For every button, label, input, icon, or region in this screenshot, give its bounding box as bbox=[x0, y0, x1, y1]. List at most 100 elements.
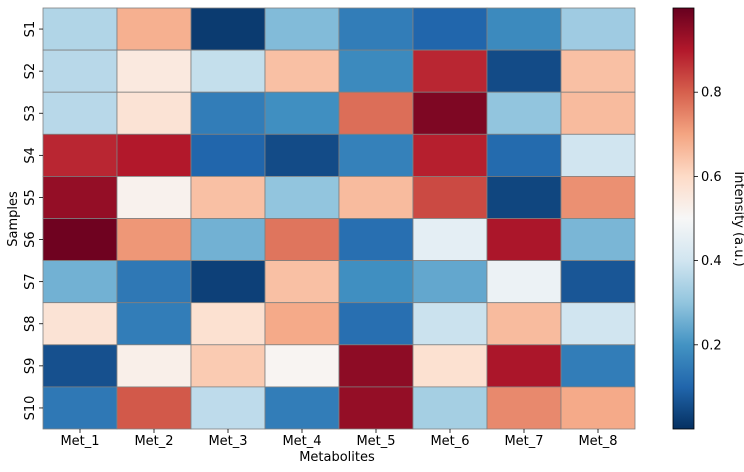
heatmap-cell-S4-Met_3 bbox=[190, 133, 266, 177]
heatmap-cell-S8-Met_5 bbox=[338, 302, 414, 346]
heatmap-cell-S2-Met_8 bbox=[560, 49, 636, 93]
heatmap-cell-S2-Met_6 bbox=[412, 49, 488, 93]
heatmap-cell-S5-Met_4 bbox=[264, 175, 340, 219]
heatmap-cell-S5-Met_6 bbox=[412, 175, 488, 219]
heatmap-cell-S2-Met_1 bbox=[42, 49, 118, 93]
heatmap-cell-S9-Met_6 bbox=[412, 344, 488, 388]
heatmap-cell-S7-Met_1 bbox=[42, 260, 118, 304]
colorbar-tick-label: 0.8 bbox=[701, 86, 722, 101]
x-tick-label: Met_4 bbox=[282, 434, 321, 449]
heatmap-cell-S1-Met_8 bbox=[560, 7, 636, 51]
heatmap-cell-S2-Met_3 bbox=[190, 49, 266, 93]
heatmap-cell-S4-Met_5 bbox=[338, 133, 414, 177]
heatmap-cell-S3-Met_3 bbox=[190, 91, 266, 135]
heatmap-cell-S6-Met_3 bbox=[190, 218, 266, 261]
heatmap-cell-S9-Met_1 bbox=[42, 344, 118, 388]
heatmap-cell-S9-Met_8 bbox=[560, 344, 636, 388]
y-tick-label: S2 bbox=[23, 63, 38, 80]
heatmap-cell-S6-Met_5 bbox=[338, 218, 414, 261]
heatmap-cell-S4-Met_1 bbox=[42, 133, 118, 177]
heatmap-cell-S4-Met_2 bbox=[116, 133, 192, 177]
heatmap-cell-S9-Met_4 bbox=[264, 344, 340, 388]
heatmap-cell-S10-Met_3 bbox=[190, 386, 266, 430]
heatmap-cell-S4-Met_6 bbox=[412, 133, 488, 177]
y-tick-label: S10 bbox=[23, 396, 38, 421]
heatmap-cell-S3-Met_6 bbox=[412, 91, 488, 135]
colorbar-tick-label: 0.6 bbox=[701, 170, 722, 185]
heatmap-cell-S5-Met_2 bbox=[116, 175, 192, 219]
heatmap-cell-S6-Met_7 bbox=[486, 218, 562, 261]
heatmap-cell-S2-Met_4 bbox=[264, 49, 340, 93]
heatmap-cell-S9-Met_2 bbox=[116, 344, 192, 388]
colorbar-tick-label: 0.4 bbox=[701, 254, 722, 269]
x-axis-ticks: Met_1 Met_2 Met_3 Met_4 Met_5 Met_6 Met_7 Met_8 bbox=[60, 429, 618, 449]
heatmap-cell-S7-Met_7 bbox=[486, 260, 562, 304]
heatmap-cell-S3-Met_8 bbox=[560, 91, 636, 135]
heatmap-cell-S5-Met_8 bbox=[560, 175, 636, 219]
y-tick-label: S6 bbox=[23, 231, 38, 248]
heatmap-cell-S3-Met_7 bbox=[486, 91, 562, 135]
heatmap-cell-S7-Met_4 bbox=[264, 260, 340, 304]
heatmap-cell-S4-Met_4 bbox=[264, 133, 340, 177]
colorbar-label: Intensity (a.u.) bbox=[731, 171, 744, 266]
heatmap-cell-S8-Met_2 bbox=[116, 302, 192, 346]
y-tick-label: S8 bbox=[23, 315, 38, 332]
heatmap-cell-S10-Met_8 bbox=[560, 386, 636, 430]
heatmap-cell-S1-Met_2 bbox=[116, 7, 192, 51]
colorbar-ticks: 0.2 0.4 0.6 0.8 bbox=[694, 86, 722, 353]
heatmap-cell-S1-Met_7 bbox=[486, 7, 562, 51]
y-tick-label: S3 bbox=[23, 105, 38, 122]
x-tick-label: Met_7 bbox=[504, 434, 543, 449]
y-tick-label: S1 bbox=[23, 21, 38, 38]
x-axis-label: Metabolites bbox=[299, 450, 375, 465]
x-tick-label: Met_3 bbox=[208, 434, 247, 449]
colorbar bbox=[672, 7, 695, 430]
heatmap-cell-S10-Met_2 bbox=[116, 386, 192, 430]
heatmap-cell-S1-Met_3 bbox=[190, 7, 266, 51]
x-tick-label: Met_1 bbox=[60, 434, 99, 449]
heatmap-cell-S7-Met_2 bbox=[116, 260, 192, 304]
heatmap-cell-S8-Met_1 bbox=[42, 302, 118, 346]
heatmap-cell-S8-Met_8 bbox=[560, 302, 636, 346]
heatmap-cell-S5-Met_7 bbox=[486, 175, 562, 219]
y-tick-label: S5 bbox=[23, 189, 38, 206]
heatmap-cell-S9-Met_7 bbox=[486, 344, 562, 388]
colorbar-tick-label: 0.2 bbox=[701, 338, 722, 353]
y-tick-label: S9 bbox=[23, 358, 38, 375]
heatmap-cell-S1-Met_1 bbox=[42, 7, 118, 51]
heatmap-cell-S6-Met_6 bbox=[412, 218, 488, 261]
heatmap-cell-S3-Met_4 bbox=[264, 91, 340, 135]
y-axis-ticks: S1 S2 S3 S4 S5 S6 S7 S8 S9 S10 bbox=[23, 21, 43, 421]
heatmap-cell-S4-Met_8 bbox=[560, 133, 636, 177]
heatmap-cell-S6-Met_8 bbox=[560, 218, 636, 261]
y-tick-label: S4 bbox=[23, 147, 38, 164]
heatmap-cell-S3-Met_1 bbox=[42, 91, 118, 135]
heatmap-cell-S5-Met_1 bbox=[42, 175, 118, 219]
heatmap-cell-S5-Met_3 bbox=[190, 175, 266, 219]
heatmap-cell-S9-Met_3 bbox=[190, 344, 266, 388]
heatmap-cell-S1-Met_6 bbox=[412, 7, 488, 51]
x-tick-label: Met_6 bbox=[430, 434, 469, 449]
heatmap-cell-S7-Met_6 bbox=[412, 260, 488, 304]
heatmap-cell-S3-Met_5 bbox=[338, 91, 414, 135]
heatmap-cell-S8-Met_7 bbox=[486, 302, 562, 346]
x-tick-label: Met_2 bbox=[134, 434, 173, 449]
x-tick-label: Met_8 bbox=[578, 434, 617, 449]
heatmap-cell-S10-Met_5 bbox=[338, 386, 414, 430]
heatmap-cell-S5-Met_5 bbox=[338, 175, 414, 219]
heatmap-cell-S1-Met_4 bbox=[264, 7, 340, 51]
heatmap-cell-S10-Met_7 bbox=[486, 386, 562, 430]
x-tick-label: Met_5 bbox=[356, 434, 395, 449]
heatmap-cell-S7-Met_3 bbox=[190, 260, 266, 304]
heatmap-cell-S6-Met_2 bbox=[116, 218, 192, 261]
heatmap-cell-S8-Met_4 bbox=[264, 302, 340, 346]
heatmap-cell-S7-Met_8 bbox=[560, 260, 636, 304]
heatmap-cells bbox=[42, 7, 636, 430]
heatmap-cell-S9-Met_5 bbox=[338, 344, 414, 388]
heatmap-cell-S6-Met_1 bbox=[42, 218, 118, 261]
y-axis-label: Samples bbox=[6, 191, 21, 247]
heatmap-cell-S1-Met_5 bbox=[338, 7, 414, 51]
heatmap-cell-S3-Met_2 bbox=[116, 91, 192, 135]
heatmap-cell-S10-Met_6 bbox=[412, 386, 488, 430]
